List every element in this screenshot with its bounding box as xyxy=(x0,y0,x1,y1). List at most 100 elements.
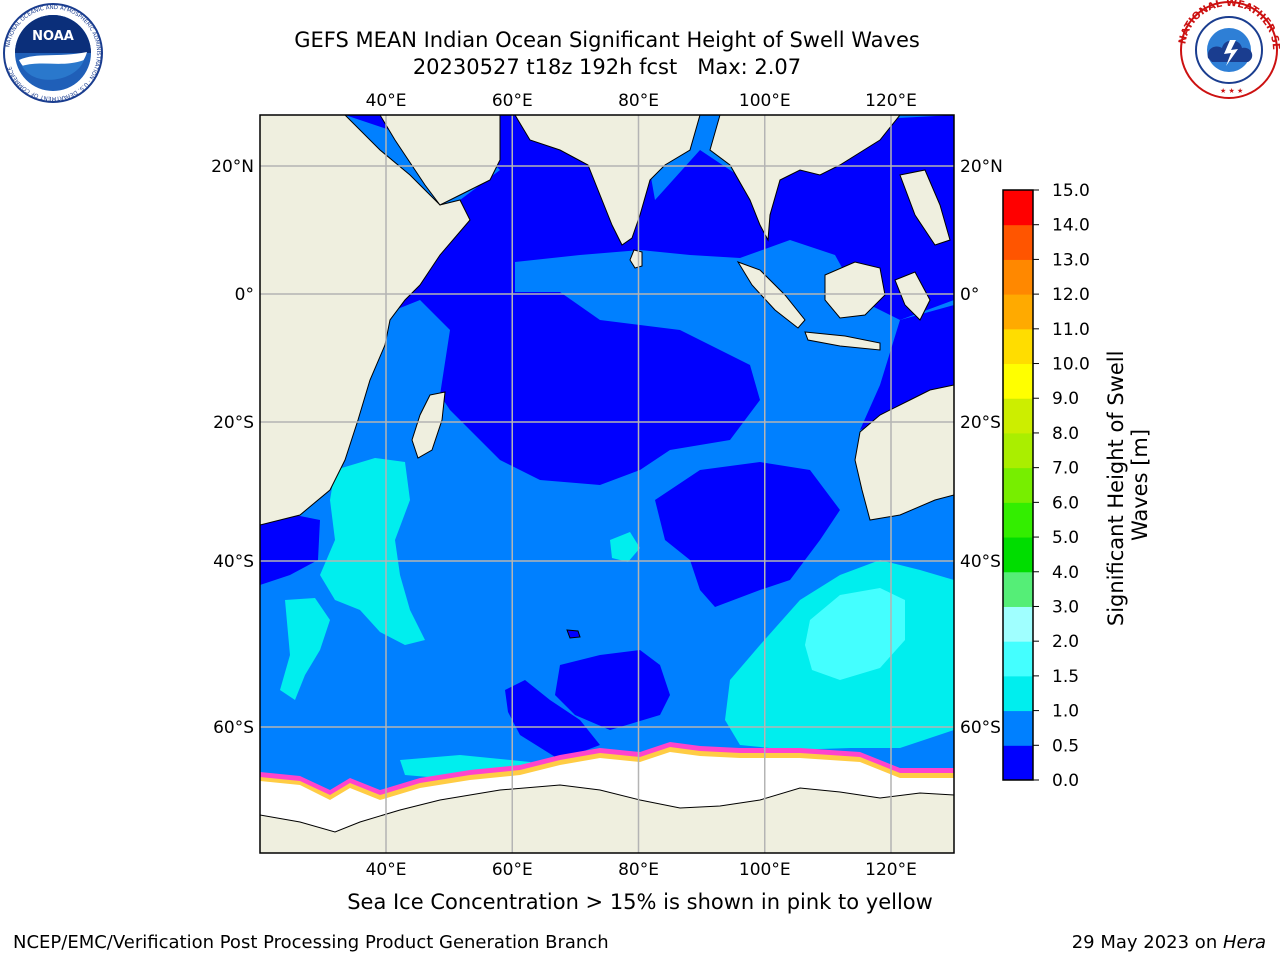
colorbar-tick-label: 12.0 xyxy=(1052,285,1090,305)
swell-band-0-0.5 xyxy=(655,462,840,607)
colorbar-tick-label: 7.0 xyxy=(1052,459,1079,479)
colorbar-tick-label: 11.0 xyxy=(1052,320,1090,340)
lat-tick-label: 20°N xyxy=(211,157,254,177)
colorbar-swatch xyxy=(1003,571,1033,607)
colorbar-swatch xyxy=(1003,398,1033,434)
lat-tick-label: 40°S xyxy=(213,552,254,572)
colorbar-swatch xyxy=(1003,259,1033,295)
colorbar-swatch xyxy=(1003,294,1033,330)
lon-tick-label: 100°E xyxy=(739,860,791,880)
map-subtitle: 20230527 t18z 192h fcst Max: 2.07 xyxy=(412,55,802,79)
colorbar-tick-label: 13.0 xyxy=(1052,250,1090,270)
colorbar-title-line2: Waves [m] xyxy=(1128,429,1152,541)
lat-tick-label: 20°S xyxy=(960,413,1001,433)
nws-logo: NATIONAL WEATHER SERVICE ★ ★ ★ xyxy=(1178,0,1280,99)
colorbar-swatch xyxy=(1003,641,1033,677)
swell-band-1.0-1.5 xyxy=(320,458,425,645)
swell-band-0-0.5 xyxy=(345,115,954,485)
lon-tick-label: 40°E xyxy=(366,860,407,880)
map-title: GEFS MEAN Indian Ocean Significant Heigh… xyxy=(294,28,920,52)
colorbar-swatch xyxy=(1003,745,1033,781)
colorbar-tick-label: 5.0 xyxy=(1052,528,1079,548)
noaa-logo-text: NOAA xyxy=(32,29,74,44)
lon-tick-label: 60°E xyxy=(492,91,533,111)
land-antarctica xyxy=(260,784,954,853)
svg-text:★ ★ ★: ★ ★ ★ xyxy=(1220,87,1243,95)
swell-band-0-0.5 xyxy=(505,680,600,760)
land-australia xyxy=(854,384,954,521)
graticule xyxy=(260,115,954,853)
lat-tick-label: 0° xyxy=(235,285,254,305)
swell-band-1.0-1.5 xyxy=(280,598,330,700)
lon-axis-top: 40°E 60°E 80°E 100°E 120°E xyxy=(366,91,917,111)
land-east-islands xyxy=(894,271,931,321)
lat-tick-label: 40°S xyxy=(960,552,1001,572)
footer-date: 29 May 2023 on Hera xyxy=(1072,932,1266,953)
footer-credit: NCEP/EMC/Verification Post Processing Pr… xyxy=(13,932,609,953)
colorbar-tick-label: 6.0 xyxy=(1052,493,1079,513)
lon-axis-bottom: 40°E 60°E 80°E 100°E 120°E xyxy=(366,860,917,880)
colorbar-frame xyxy=(1002,189,1034,781)
lat-tick-label: 60°S xyxy=(960,718,1001,738)
colorbar-tick-label: 14.0 xyxy=(1052,216,1090,236)
sea-ice-note: Sea Ice Concentration > 15% is shown in … xyxy=(347,890,933,914)
colorbar-tick-label: 3.0 xyxy=(1052,597,1079,617)
colorbar-swatch xyxy=(1003,710,1033,746)
land-borneo xyxy=(824,261,886,319)
land-arabia xyxy=(379,115,501,206)
lon-tick-label: 80°E xyxy=(618,860,659,880)
colorbar-swatch xyxy=(1003,606,1033,642)
colorbar-tick-label: 9.0 xyxy=(1052,389,1079,409)
colorbar-swatch xyxy=(1003,467,1033,503)
colorbar-swatch xyxy=(1003,537,1033,573)
colorbar-tick-label: 15.0 xyxy=(1052,181,1090,201)
land-kerguelen xyxy=(566,629,581,639)
footer-date-text: 29 May 2023 on xyxy=(1071,932,1223,953)
land-se-asia xyxy=(709,115,901,242)
colorbar-tick-labels: 0.0 0.5 1.0 1.5 2.0 3.0 4.0 5.0 6.0 7.0 8.0 9.0 10.0… xyxy=(1033,181,1090,791)
colorbar-swatch xyxy=(1003,363,1033,399)
lat-tick-label: 0° xyxy=(960,285,979,305)
lat-axis-right: 20°N 0° 20°S 40°S 60°S xyxy=(960,157,1003,738)
colorbar-swatch xyxy=(1003,675,1033,712)
colorbar-tick-label: 2.0 xyxy=(1052,632,1079,652)
footer-host: Hera xyxy=(1222,932,1266,953)
lat-axis-left: 20°N 0° 20°S 40°S 60°S xyxy=(211,157,254,738)
wave-field xyxy=(260,115,954,853)
colorbar-title: Significant Height of Swell Waves [m] xyxy=(1104,344,1152,626)
colorbar-swatch xyxy=(1003,328,1033,365)
noaa-logo: NOAA NATIONAL OCEANIC AND ATMOSPHERIC AD… xyxy=(3,3,103,103)
colorbar-swatch xyxy=(1003,502,1033,538)
colorbar-tick-label: 10.0 xyxy=(1052,355,1090,375)
colorbar xyxy=(1002,189,1034,781)
swell-band-0-0.5 xyxy=(555,650,670,730)
colorbar-tick-label: 1.5 xyxy=(1052,667,1079,687)
land-madagascar xyxy=(411,391,446,459)
land-india xyxy=(514,115,701,246)
map-frame xyxy=(259,114,955,854)
lon-tick-label: 60°E xyxy=(492,860,533,880)
swell-band-0-0.5 xyxy=(260,515,320,585)
colorbar-swatch xyxy=(1003,224,1033,260)
colorbar-swatch xyxy=(1003,432,1033,469)
swell-band-1.0-1.5 xyxy=(610,532,640,562)
colorbar-tick-label: 0.0 xyxy=(1052,771,1079,791)
colorbar-swatch xyxy=(1003,190,1033,226)
lat-tick-label: 20°N xyxy=(960,157,1003,177)
swell-band-1.5-2.0 xyxy=(805,588,905,680)
colorbar-tick-label: 4.0 xyxy=(1052,563,1079,583)
lon-tick-label: 100°E xyxy=(739,91,791,111)
lat-tick-label: 60°S xyxy=(213,718,254,738)
land-philippines xyxy=(899,169,951,246)
lat-tick-label: 20°S xyxy=(213,413,254,433)
lon-tick-label: 80°E xyxy=(618,91,659,111)
colorbar-tick-label: 0.5 xyxy=(1052,736,1079,756)
colorbar-tick-label: 8.0 xyxy=(1052,424,1079,444)
lon-tick-label: 120°E xyxy=(865,91,917,111)
colorbar-tick-label: 1.0 xyxy=(1052,702,1079,722)
lon-tick-label: 40°E xyxy=(366,91,407,111)
land-java xyxy=(804,331,881,351)
colorbar-title-line1: Significant Height of Swell xyxy=(1104,351,1128,627)
lon-tick-label: 120°E xyxy=(865,860,917,880)
